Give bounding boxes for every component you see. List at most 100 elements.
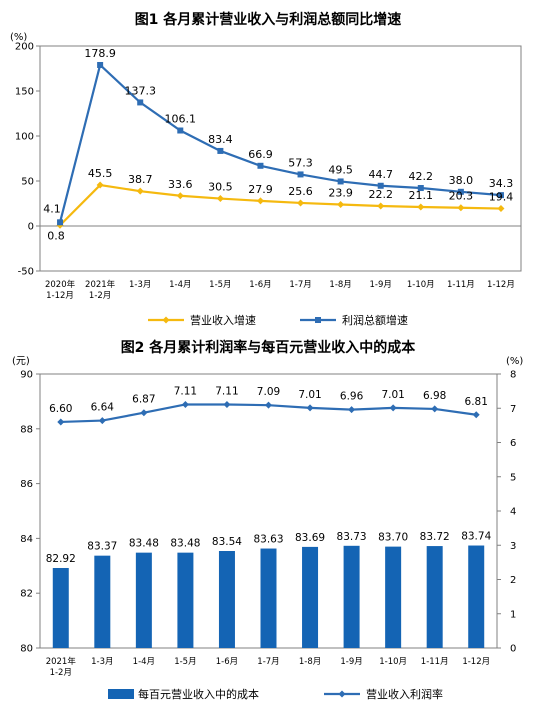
chart-2-left-tick-label: 86 bbox=[20, 479, 33, 490]
chart-1-series-line bbox=[59, 183, 501, 227]
chart-2-bar bbox=[385, 546, 402, 648]
chart-2-bar-label: 83.69 bbox=[295, 532, 325, 544]
chart-1-point bbox=[497, 205, 505, 213]
chart-1-y-tick-label: 0 bbox=[28, 222, 34, 233]
chart-1-revenue-label: 23.9 bbox=[328, 186, 353, 199]
chart-1-profit-label: 66.9 bbox=[248, 148, 273, 161]
chart-2-left-tick-label: 80 bbox=[20, 644, 33, 655]
chart-2-legend-rate-label: 营业收入利润率 bbox=[366, 687, 443, 701]
chart-2-bar-label: 83.54 bbox=[212, 536, 242, 548]
chart-1-x-tick-label: 1-5月 bbox=[209, 280, 231, 290]
chart-2-rate-point bbox=[348, 406, 356, 414]
chart-2-bar bbox=[177, 552, 194, 648]
chart-1-revenue-label: 21.1 bbox=[409, 189, 434, 202]
chart-1-legend-profit-label: 利润总额增速 bbox=[342, 313, 408, 327]
chart-2-legend-bar-label: 每百元营业收入中的成本 bbox=[138, 687, 259, 701]
chart-2-bar-label: 83.63 bbox=[253, 534, 283, 546]
chart-2-left-tick-label: 84 bbox=[20, 534, 33, 545]
chart-1-point bbox=[297, 199, 305, 207]
chart-1-revenue-label: 30.5 bbox=[208, 181, 233, 194]
chart-1-point bbox=[297, 171, 304, 178]
chart-2-bar-label: 83.48 bbox=[170, 538, 200, 550]
chart-1-revenue-label: 0.8 bbox=[47, 229, 65, 242]
chart-2-rate-point bbox=[181, 400, 189, 408]
chart-2-rate-label: 6.96 bbox=[340, 391, 364, 403]
chart-1-title: 图1 各月累计营业收入与利润总额同比增速 bbox=[135, 11, 402, 28]
chart-1-x-tick-label: 1-12月 bbox=[46, 291, 74, 301]
chart-1-revenue-label: 38.7 bbox=[128, 173, 153, 186]
chart-1-revenue-label: 20.3 bbox=[449, 190, 474, 203]
chart-2-rate-point bbox=[472, 411, 480, 419]
chart-1-x-tick-label: 1-11月 bbox=[447, 280, 475, 290]
chart-1-profit-label: 38.0 bbox=[449, 174, 474, 187]
chart-1-legend-profit-marker bbox=[315, 317, 321, 323]
chart-2-rate-label: 7.01 bbox=[381, 389, 404, 401]
chart-2-right-tick-label: 5 bbox=[510, 472, 516, 483]
chart-1-point bbox=[497, 192, 504, 199]
chart-1-legend-revenue-marker bbox=[162, 316, 170, 324]
chart-1-profit-label: 44.7 bbox=[368, 168, 393, 181]
chart-2-right-tick-label: 6 bbox=[510, 438, 516, 449]
chart-1-y-tick-label: 50 bbox=[21, 177, 34, 188]
chart-2-bar bbox=[343, 545, 360, 648]
chart-2-rate-point bbox=[389, 404, 397, 412]
chart-2-bar-label: 83.48 bbox=[129, 538, 159, 550]
chart-2-right-tick-label: 7 bbox=[510, 404, 516, 415]
chart-1-point bbox=[97, 61, 104, 68]
chart-2-bar-label: 82.92 bbox=[46, 553, 76, 565]
chart-1-point bbox=[217, 147, 224, 154]
chart-2-rate-point bbox=[98, 417, 106, 425]
chart-2-x-tick-label: 1-12月 bbox=[462, 657, 490, 667]
chart-1-point bbox=[137, 99, 144, 106]
chart-1-y-tick-label: 100 bbox=[15, 132, 34, 143]
chart-1-point bbox=[256, 197, 264, 205]
chart-1-x-tick-label: 1-3月 bbox=[129, 280, 151, 290]
chart-2-bar bbox=[218, 551, 235, 648]
chart-2-x-tick-label: 1-6月 bbox=[216, 657, 238, 667]
chart-1-revenue-label: 25.6 bbox=[288, 185, 313, 198]
chart-1-profit-label: 137.3 bbox=[124, 84, 156, 97]
chart-2-rate-label: 7.11 bbox=[174, 385, 197, 397]
chart-1-x-tick-label: 1-9月 bbox=[370, 280, 392, 290]
chart-1-point bbox=[457, 188, 464, 195]
chart-1-point bbox=[216, 195, 224, 203]
chart-1-x-tick-label: 1-4月 bbox=[169, 280, 191, 290]
chart-2-bar-label: 83.70 bbox=[378, 532, 408, 544]
chart-1-series-line bbox=[58, 62, 502, 223]
chart-2-bar bbox=[260, 548, 277, 648]
chart-1-y-tick-label: 200 bbox=[15, 42, 34, 53]
chart-2-rate-label: 6.98 bbox=[423, 390, 446, 402]
chart-1-profit-label: 106.1 bbox=[165, 113, 197, 126]
chart-2-bar bbox=[135, 552, 152, 648]
chart-2-x-tick-label: 1-8月 bbox=[299, 657, 321, 667]
chart-1-revenue-label: 45.5 bbox=[88, 167, 113, 180]
chart-2-rate-point bbox=[140, 409, 148, 417]
chart-2-rate-point bbox=[57, 418, 65, 426]
chart-2-x-tick-label: 2021年 bbox=[46, 656, 77, 667]
chart-2-legend-bar-swatch bbox=[108, 689, 134, 699]
chart-1-y-tick-label: -50 bbox=[18, 267, 34, 278]
chart-2-x-tick-label: 1-10月 bbox=[379, 657, 407, 667]
chart-1-revenue-label: 19.4 bbox=[489, 191, 514, 204]
chart-2-rate-point bbox=[223, 400, 231, 408]
chart-2-x-tick-label: 1-4月 bbox=[133, 657, 155, 667]
chart-2-x-tick-label: 1-3月 bbox=[91, 657, 113, 667]
chart-1-point bbox=[176, 192, 184, 200]
chart-1: 图1 各月累计营业收入与利润总额同比增速 (%) -50 0 50 100 150 200… bbox=[10, 11, 522, 327]
chart-2-bar bbox=[94, 555, 111, 648]
chart-1-point bbox=[57, 219, 64, 226]
chart-2-rate-label: 7.11 bbox=[215, 385, 238, 397]
chart-2-right-tick-label: 8 bbox=[510, 370, 516, 381]
chart-2-x-tick-label: 1-9月 bbox=[340, 657, 362, 667]
chart-2: 图2 各月累计利润率与每百元营业收入中的成本 (元) (%) 808284868… bbox=[12, 339, 523, 701]
chart-1-y-tick-label: 150 bbox=[15, 87, 34, 98]
chart-2-rate-label: 6.87 bbox=[132, 394, 155, 406]
chart-2-title: 图2 各月累计利润率与每百元营业收入中的成本 bbox=[121, 339, 417, 356]
chart-1-profit-label: 49.5 bbox=[328, 163, 353, 176]
chart-2-right-tick-label: 3 bbox=[510, 541, 516, 552]
chart-2-right-tick-label: 2 bbox=[510, 575, 516, 586]
chart-1-point bbox=[457, 204, 465, 212]
chart-2-bar-label: 83.74 bbox=[461, 531, 491, 543]
chart-2-right-unit: (%) bbox=[506, 356, 523, 367]
chart-1-revenue-label: 33.6 bbox=[168, 178, 193, 191]
